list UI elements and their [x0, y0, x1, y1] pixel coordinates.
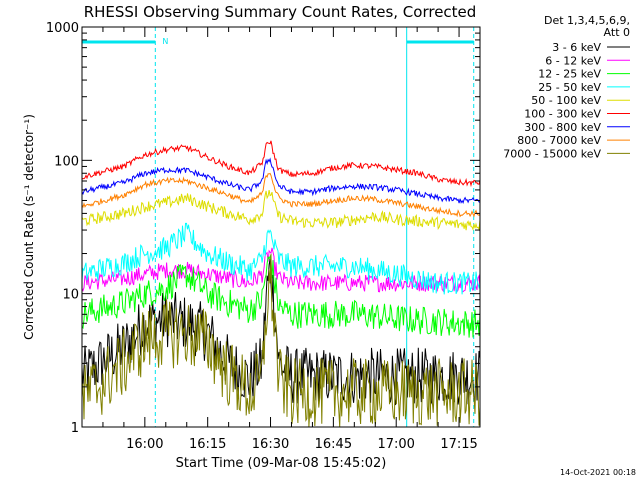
legend-entry-label: 800 - 7000 keV: [517, 134, 601, 147]
chart-title: RHESSI Observing Summary Count Rates, Co…: [84, 3, 477, 21]
footer-timestamp: 14-Oct-2021 00:18: [560, 468, 636, 477]
series-line-7: [82, 157, 480, 204]
plot-frame: [81, 26, 481, 428]
y-tick-label: 10: [62, 288, 79, 303]
legend-entry-label: 25 - 50 keV: [538, 81, 601, 94]
x-tick-label: 16:45: [315, 437, 352, 452]
x-tick-label: 16:15: [189, 437, 226, 452]
legend-entry-label: 7000 - 15000 keV: [503, 147, 601, 160]
y-tick-label: 1: [71, 421, 79, 436]
night-marker: N: [162, 37, 168, 46]
x-axis-label: Start Time (09-Mar-08 15:45:02): [176, 456, 387, 471]
series-line-6: [82, 140, 480, 188]
x-tick-label: 16:00: [126, 437, 163, 452]
legend-entry-label: 12 - 25 keV: [538, 68, 601, 81]
series-line-2: [82, 247, 480, 293]
series-line-9: [82, 253, 480, 427]
series-line-4: [82, 222, 480, 295]
legend-entry-label: 300 - 800 keV: [524, 121, 601, 134]
legend-entry-label: 3 - 6 keV: [552, 41, 601, 54]
y-axis-label: Corrected Count Rate (s⁻¹ detector⁻¹): [22, 114, 36, 340]
x-tick-label: 17:15: [440, 437, 477, 452]
series-line-3: [82, 254, 480, 338]
y-tick-label: 1000: [46, 21, 79, 36]
x-tick-label: 16:30: [252, 437, 289, 452]
legend-header: Det 1,3,4,5,6,9,: [544, 14, 630, 27]
legend-entry-label: 50 - 100 keV: [531, 94, 601, 107]
series-line-8: [82, 172, 480, 218]
x-tick-label: 17:00: [377, 437, 414, 452]
legend-entry-label: 6 - 12 keV: [545, 54, 601, 67]
legend-header: Att 0: [604, 26, 630, 39]
y-tick-label: 100: [54, 154, 79, 169]
series-line-5: [82, 190, 480, 232]
legend-entry-label: 100 - 300 keV: [524, 108, 601, 121]
